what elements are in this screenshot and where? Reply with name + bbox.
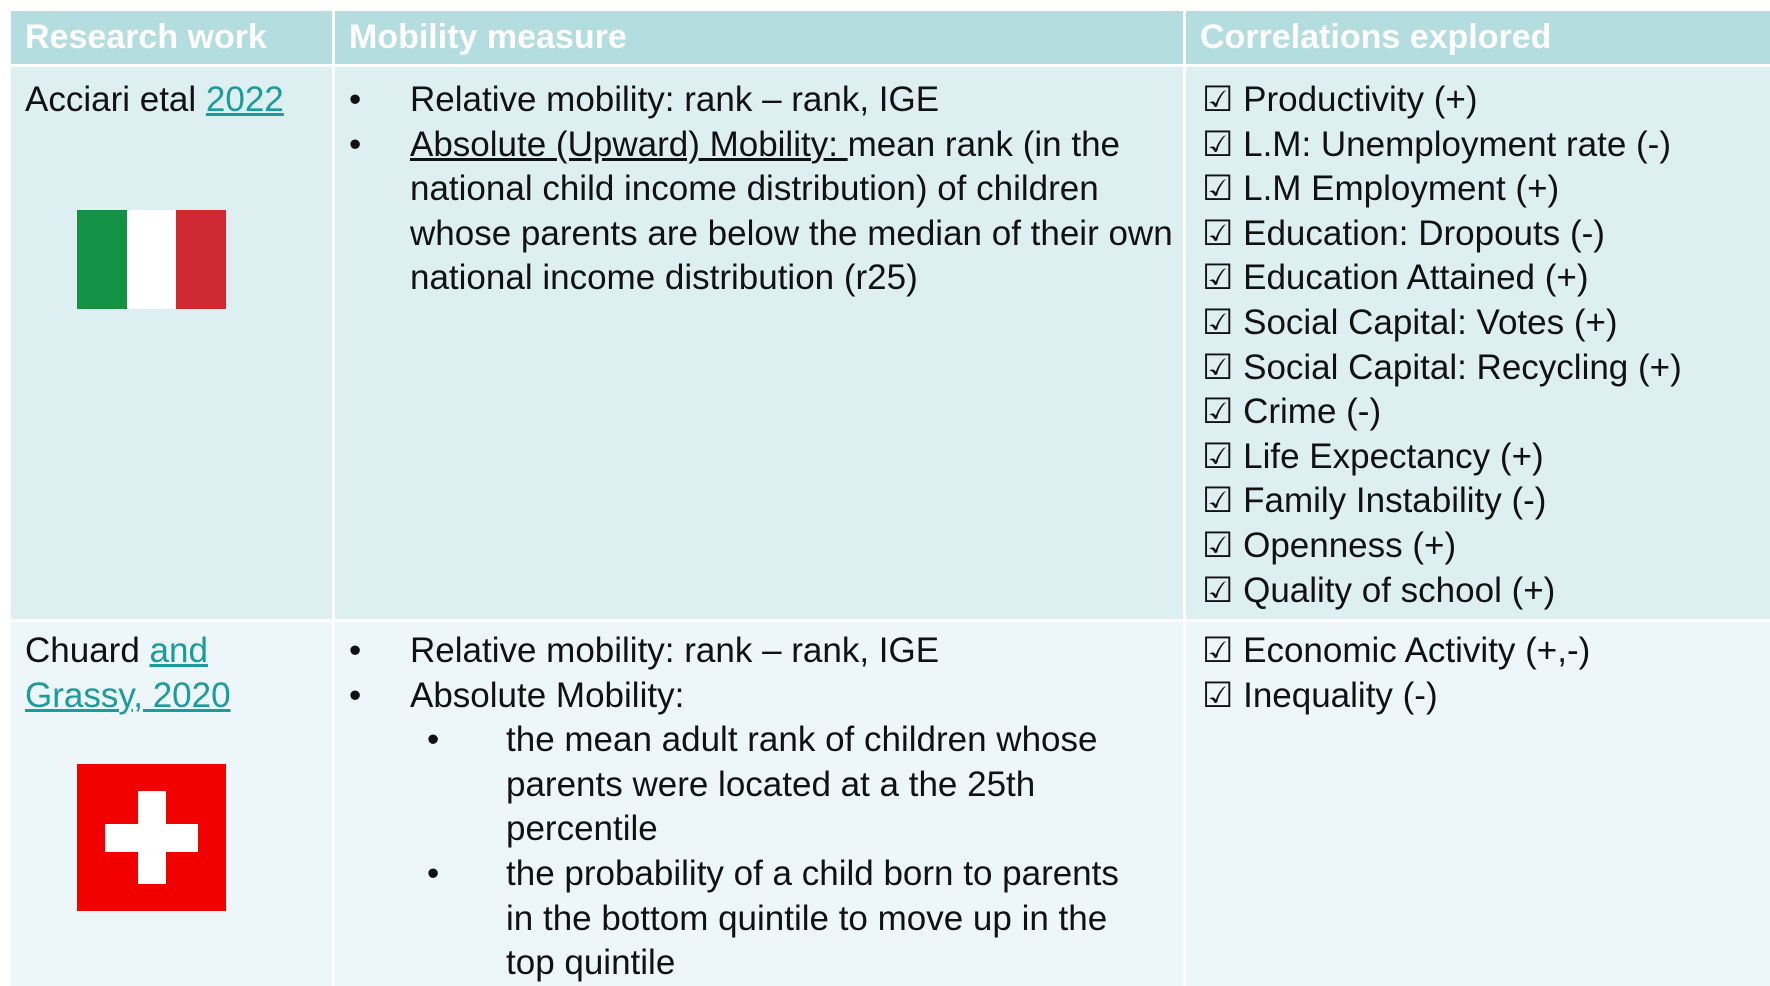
bullet: Relative mobility: rank – rank, IGE xyxy=(335,629,1173,674)
correlation-list: ☑ Economic Activity (+,-) ☑ Inequality (-… xyxy=(1202,629,1770,718)
mobility-cell: Relative mobility: rank – rank, IGE Abso… xyxy=(335,67,1183,619)
correlations-cell: ☑ Productivity (+) ☑ L.M: Unemployment ra… xyxy=(1186,67,1770,619)
bullet: Absolute Mobility: the mean adult rank o… xyxy=(335,674,1173,986)
research-cell: Acciari etal 2022 xyxy=(11,67,332,619)
correlations-cell: ☑ Economic Activity (+,-) ☑ Inequality (-… xyxy=(1186,622,1770,986)
correlation: ☑ Social Capital: Recycling (+) xyxy=(1202,347,1682,387)
correlation: ☑ Social Capital: Votes (+) xyxy=(1202,302,1618,342)
author: Chuard xyxy=(25,631,150,670)
mobility-cell: Relative mobility: rank – rank, IGE Abso… xyxy=(335,622,1183,986)
correlation: ☑ Quality of school (+) xyxy=(1202,570,1556,610)
link[interactable]: 2022 xyxy=(205,80,284,119)
swiss-flag xyxy=(77,764,226,911)
underlined: Absolute (Upward) Mobility: xyxy=(410,124,848,164)
author: Acciari etal xyxy=(25,80,206,119)
correlation: ☑ Productivity (+) xyxy=(1202,80,1478,119)
correlation: ☑ Family Instability (-) xyxy=(1202,481,1547,521)
text: Absolute Mobility: xyxy=(410,675,685,715)
header-cell: Correlations explored xyxy=(1186,11,1770,64)
correlation-list: ☑ Productivity (+) ☑ L.M: Unemployment ra… xyxy=(1202,78,1770,613)
italy-flag xyxy=(77,210,226,309)
sub-bullet: the mean adult rank of children whose pa… xyxy=(427,718,1143,852)
text: mean rank (in the national child income … xyxy=(410,124,1173,298)
bullet: Absolute (Upward) Mobility: mean rank (i… xyxy=(335,123,1173,301)
correlation: ☑ L.M Employment (+) xyxy=(1202,169,1560,209)
bullet: Relative mobility: rank – rank, IGE xyxy=(335,78,1173,123)
correlation: ☑ Inequality (-) xyxy=(1202,675,1438,715)
correlation: ☑ Crime (-) xyxy=(1202,392,1382,432)
correlation: ☑ Economic Activity (+,-) xyxy=(1202,631,1591,670)
correlation: ☑ Life Expectancy (+) xyxy=(1202,436,1544,476)
sub-bullet: the probability of a child born to paren… xyxy=(427,852,1143,986)
research-cell: Chuard and Grassy, 2020 xyxy=(11,622,332,986)
correlation: ☑ Education: Dropouts (-) xyxy=(1202,213,1605,253)
link[interactable]: and Grassy, 2020 xyxy=(25,631,231,715)
header-cell: Mobility measure xyxy=(335,11,1183,64)
correlation: ☑ L.M: Unemployment rate (-) xyxy=(1202,124,1671,164)
correlation: ☑ Openness (+) xyxy=(1202,525,1457,565)
correlation: ☑ Education Attained (+) xyxy=(1202,258,1589,298)
header-cell: Research work xyxy=(11,11,332,64)
